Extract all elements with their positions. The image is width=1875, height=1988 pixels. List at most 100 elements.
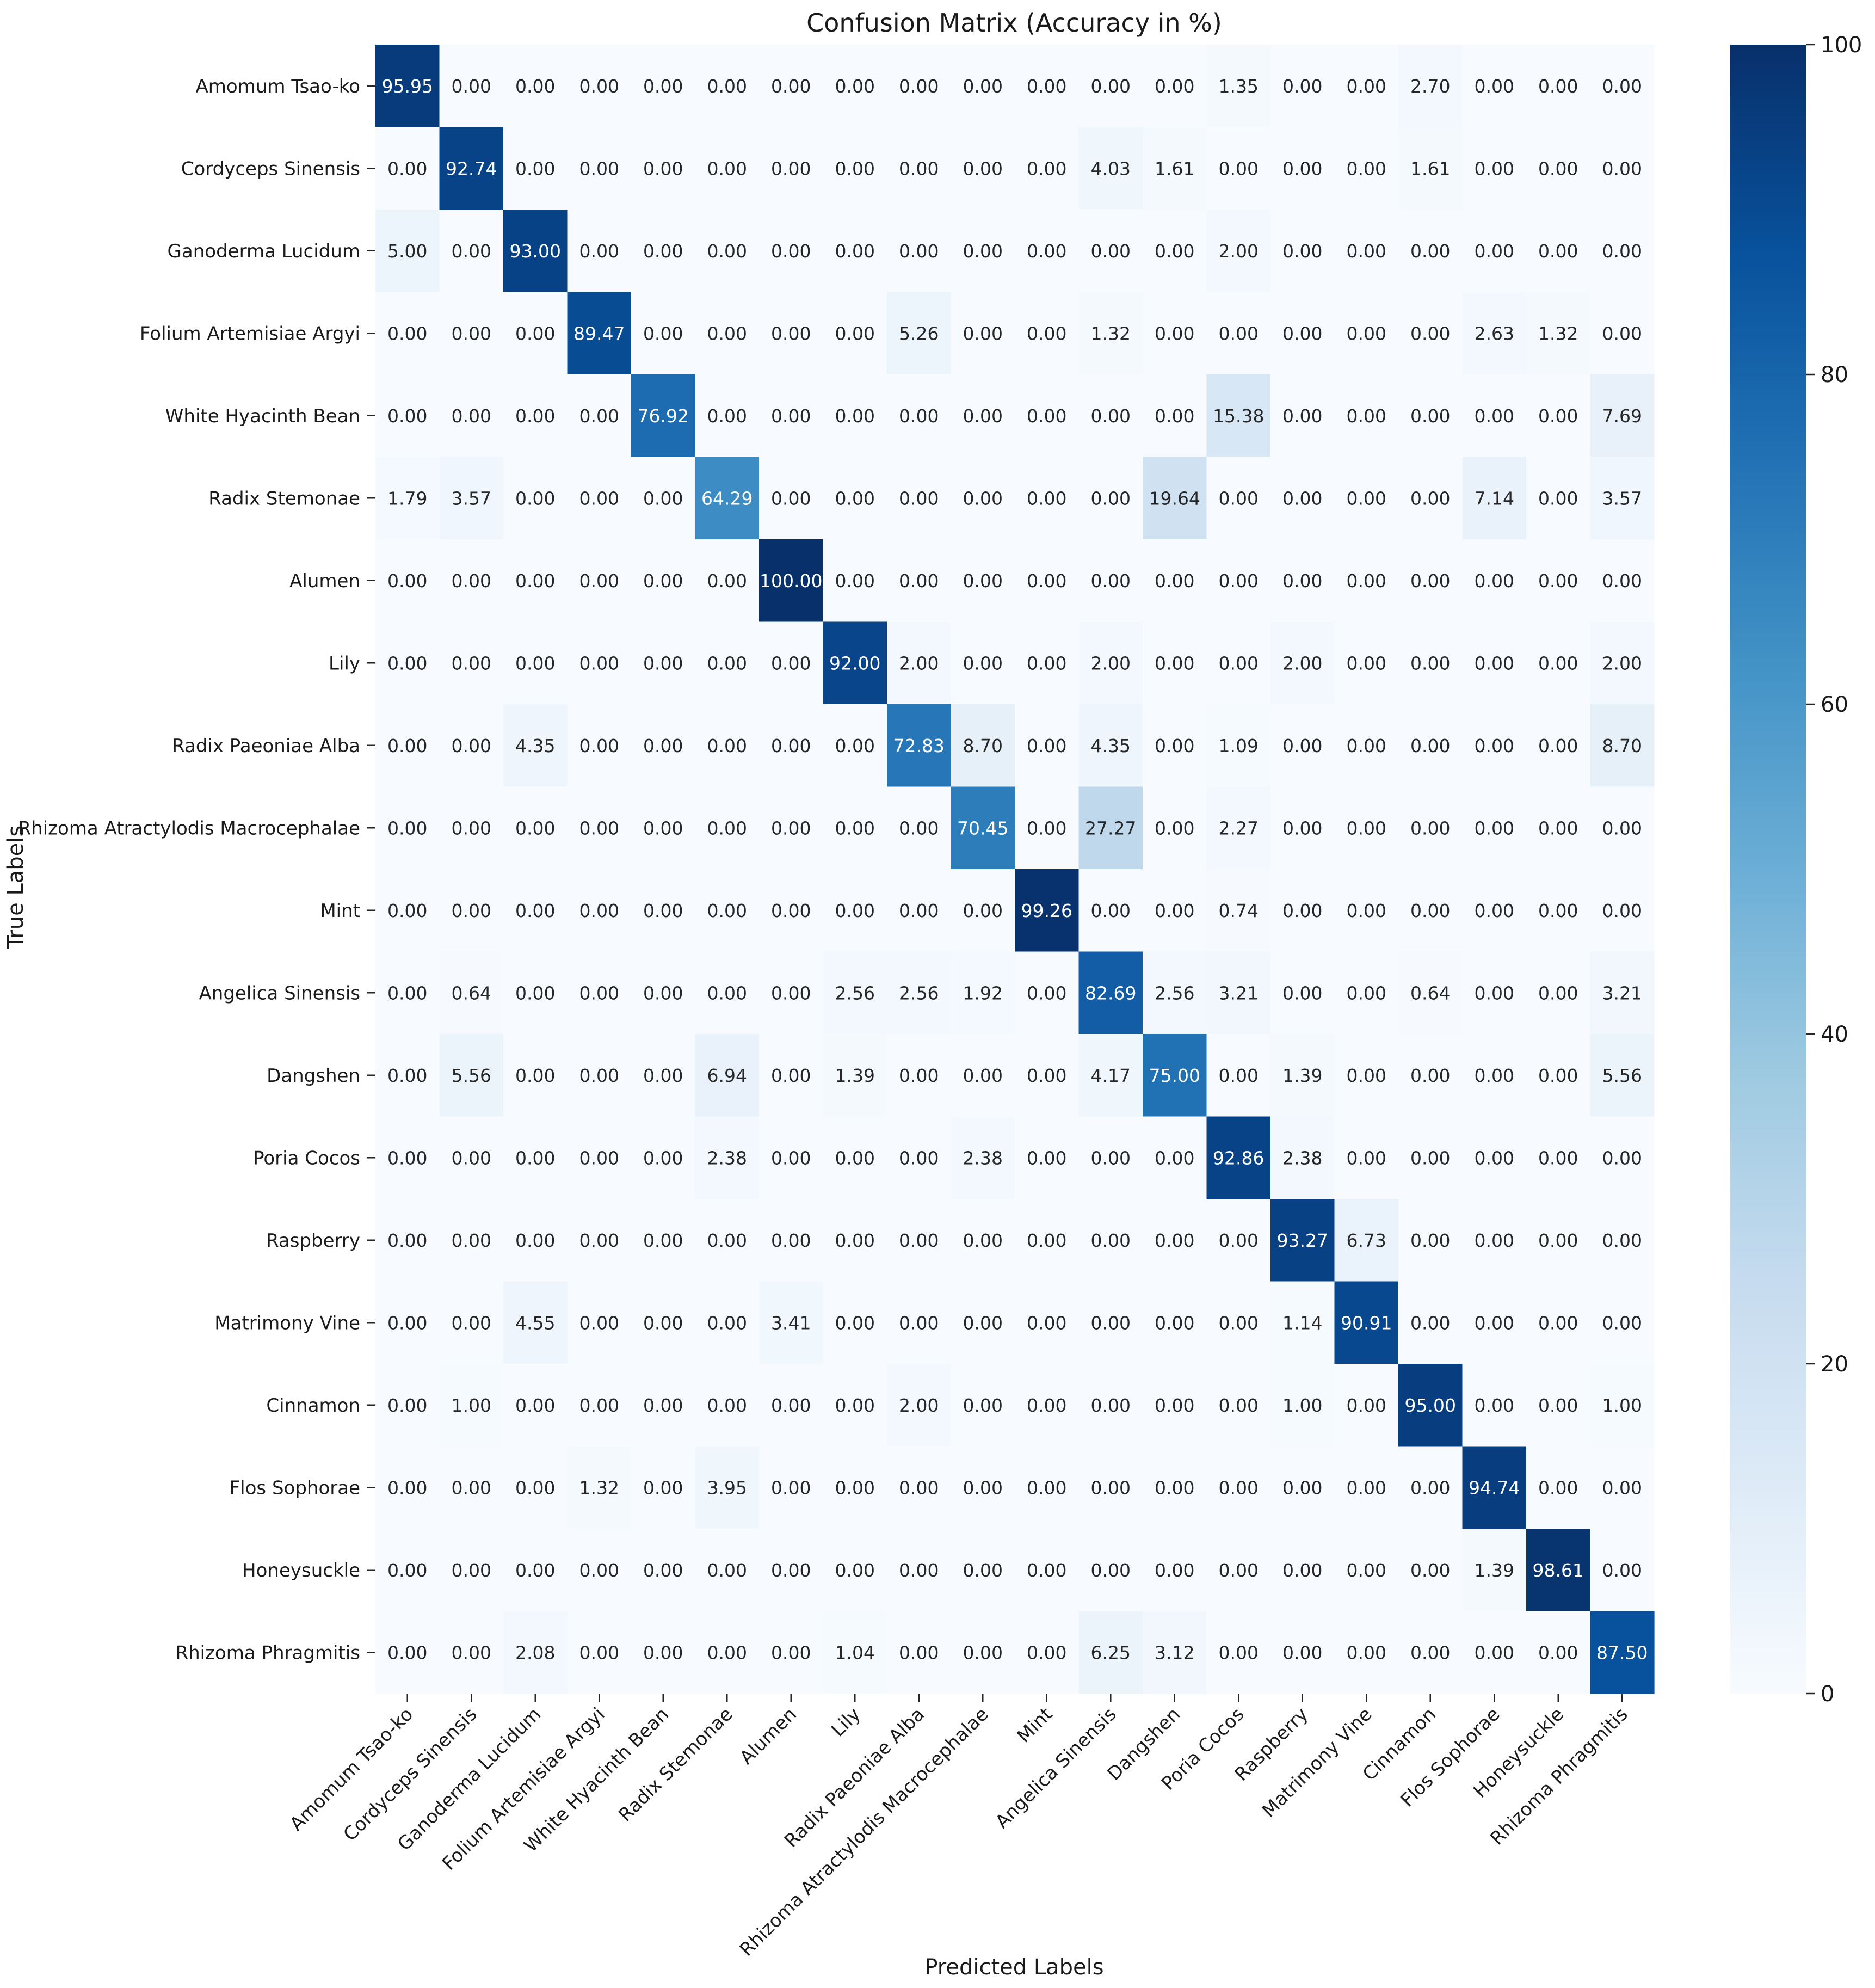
heatmap-cell (1078, 374, 1143, 458)
heatmap-cell (1078, 539, 1143, 623)
heatmap-cell (1270, 1529, 1335, 1612)
cell-value-label: 0.00 (1347, 1642, 1386, 1663)
heatmap-cell (1462, 292, 1527, 375)
cell-value-label: 2.08 (515, 1642, 555, 1663)
cell-value-label: 0.00 (643, 982, 683, 1004)
heatmap-cell (1462, 539, 1527, 623)
heatmap-cell (1590, 127, 1655, 210)
heatmap-cell (887, 1446, 952, 1529)
heatmap-cell (1015, 127, 1080, 210)
cell-value-label: 0.00 (1091, 1312, 1131, 1333)
cell-value-label: 0.00 (899, 488, 939, 509)
cell-value-label: 1.32 (579, 1477, 619, 1498)
cell-value-label: 0.00 (1027, 241, 1066, 262)
heatmap-cell (1078, 704, 1143, 787)
cell-value-label: 1.04 (835, 1642, 875, 1663)
heatmap-cell (1078, 621, 1143, 705)
cell-value-label: 0.00 (1475, 1395, 1514, 1416)
heatmap-cell (1462, 1034, 1527, 1117)
heatmap-cell (567, 621, 632, 705)
cell-value-label: 0.00 (1219, 158, 1259, 179)
cell-value-label: 0.00 (579, 1642, 619, 1663)
cell-value-label: 0.00 (899, 405, 939, 427)
cell-value-label: 0.00 (1219, 570, 1259, 592)
cell-value-label: 1.00 (1602, 1395, 1642, 1416)
cell-value-label: 0.00 (1155, 735, 1194, 756)
heatmap-cell (759, 539, 824, 623)
heatmap-cell (1334, 45, 1399, 128)
y-tick-label: Mint (320, 900, 360, 922)
heatmap-cell (631, 1529, 696, 1612)
cell-value-label: 0.00 (579, 1147, 619, 1168)
heatmap-cell (1526, 127, 1591, 210)
cell-value-label: 0.00 (1475, 1147, 1514, 1168)
heatmap-cell (1206, 457, 1271, 540)
cell-value-label: 95.00 (1405, 1395, 1456, 1416)
cell-value-label: 0.00 (1475, 735, 1514, 756)
cell-value-label: 0.00 (1282, 1477, 1322, 1498)
heatmap-cell (1334, 1611, 1399, 1694)
cell-value-label: 0.00 (452, 1312, 491, 1333)
heatmap-cell (1078, 786, 1143, 870)
heatmap-cell (823, 374, 887, 458)
cell-value-label: 0.00 (1091, 488, 1131, 509)
heatmap-cell (1015, 1199, 1080, 1282)
heatmap-cell (1398, 1199, 1463, 1282)
heatmap-cell (695, 374, 760, 458)
cell-value-label: 0.00 (963, 900, 1003, 921)
heatmap-cell (1270, 704, 1335, 787)
cell-value-label: 0.00 (963, 653, 1003, 674)
cell-value-label: 0.00 (1282, 735, 1322, 756)
cell-value-label: 0.00 (899, 158, 939, 179)
heatmap-cell (375, 1034, 440, 1117)
cell-value-label: 2.00 (899, 1395, 939, 1416)
cell-value-label: 0.00 (579, 405, 619, 427)
cell-value-label: 1.32 (1538, 323, 1578, 344)
cell-value-label: 0.00 (771, 1395, 811, 1416)
cell-value-label: 0.00 (899, 1642, 939, 1663)
heatmap-cell (951, 127, 1015, 210)
heatmap-cell (439, 869, 504, 952)
heatmap-cell (631, 374, 696, 458)
heatmap-cell (759, 1199, 824, 1282)
cell-value-label: 82.69 (1085, 982, 1136, 1004)
cell-value-label: 0.00 (643, 1230, 683, 1251)
cell-value-label: 0.00 (1155, 1477, 1194, 1498)
cell-value-label: 1.00 (1282, 1395, 1322, 1416)
heatmap-cell (1015, 1116, 1080, 1199)
cell-value-label: 2.56 (899, 982, 939, 1004)
cell-value-label: 0.00 (515, 323, 555, 344)
cell-value-label: 0.00 (1602, 570, 1642, 592)
heatmap-cell (695, 1034, 760, 1117)
cell-value-label: 0.00 (707, 982, 747, 1004)
heatmap-cell (631, 292, 696, 375)
cell-value-label: 0.00 (1475, 817, 1514, 839)
heatmap-cell (759, 1611, 824, 1694)
heatmap-cell (823, 1281, 887, 1364)
y-tick-label: Rhizoma Atractylodis Macrocephalae (18, 817, 360, 839)
heatmap-cell (823, 1611, 887, 1694)
heatmap-cell (1398, 951, 1463, 1035)
cell-value-label: 0.00 (771, 1065, 811, 1086)
cell-value-label: 6.25 (1091, 1642, 1131, 1663)
cell-value-label: 0.00 (835, 488, 875, 509)
cell-value-label: 0.00 (579, 735, 619, 756)
cell-value-label: 0.00 (1410, 1477, 1450, 1498)
cell-value-label: 0.00 (1475, 653, 1514, 674)
heatmap-cell (1078, 951, 1143, 1035)
cell-value-label: 0.64 (1410, 982, 1450, 1004)
cell-value-label: 0.00 (1027, 653, 1066, 674)
heatmap-cell (1206, 951, 1271, 1035)
cell-value-label: 19.64 (1149, 488, 1200, 509)
y-axis-label: True Labels (3, 826, 28, 949)
heatmap-cell (631, 1034, 696, 1117)
heatmap-cell (567, 1034, 632, 1117)
cell-value-label: 0.00 (1347, 158, 1386, 179)
cell-value-label: 0.00 (1219, 1642, 1259, 1663)
heatmap-cell (1206, 704, 1271, 787)
heatmap-cell (567, 127, 632, 210)
heatmap-cell (375, 374, 440, 458)
cell-value-label: 0.00 (1347, 488, 1386, 509)
heatmap-cell (1143, 1199, 1207, 1282)
heatmap-cell (1206, 127, 1271, 210)
